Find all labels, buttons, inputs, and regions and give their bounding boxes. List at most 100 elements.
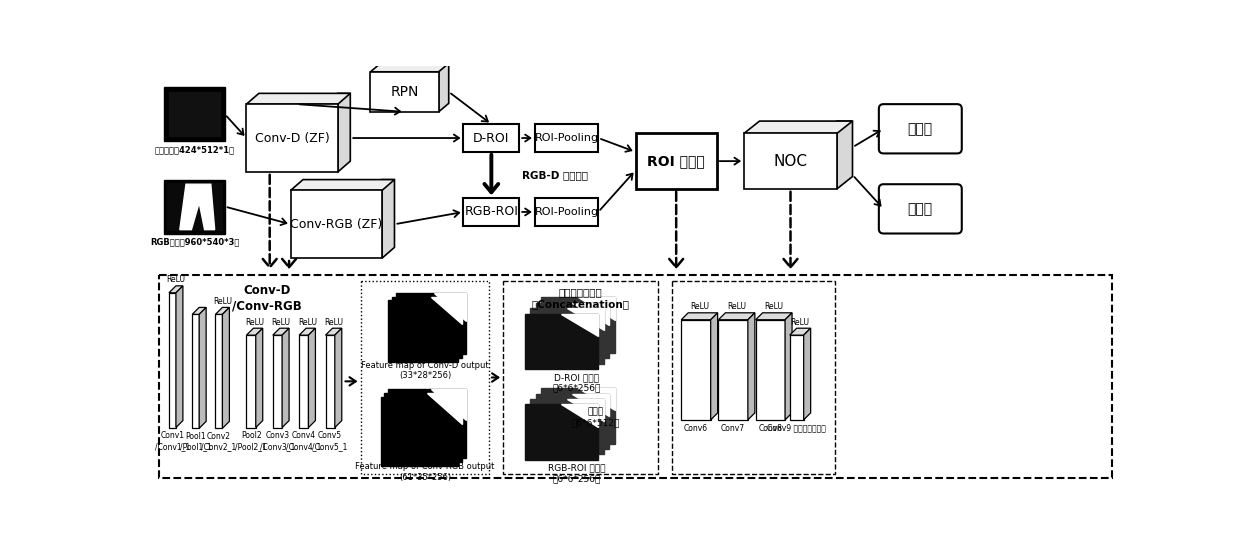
Text: ReLU: ReLU [272,318,290,327]
Text: 深度图像（424*512*1）: 深度图像（424*512*1） [155,145,234,154]
Bar [384,304,454,366]
Bar [388,300,458,362]
FancyBboxPatch shape [672,281,835,474]
Polygon shape [427,300,458,328]
Bar [377,400,454,470]
FancyBboxPatch shape [464,124,520,152]
FancyBboxPatch shape [464,198,520,226]
Polygon shape [273,328,289,335]
Text: 回归器: 回归器 [908,202,932,216]
Polygon shape [283,328,289,428]
Text: ReLU: ReLU [791,318,810,327]
Text: D-ROI 池化层
（6*6*256）: D-ROI 池化层 （6*6*256） [552,373,601,392]
Bar [531,399,604,455]
Text: Pool2
/Pool2_1: Pool2 /Pool2_1 [236,432,267,451]
Bar [167,183,222,230]
Polygon shape [382,179,394,258]
FancyBboxPatch shape [879,104,962,153]
Polygon shape [755,313,792,320]
Polygon shape [744,121,853,133]
Polygon shape [790,335,804,420]
Polygon shape [423,397,458,428]
Text: Conv4
/Conv4_1: Conv4 /Conv4_1 [286,432,321,451]
Polygon shape [371,72,439,112]
Text: ReLU: ReLU [213,297,232,306]
Polygon shape [222,307,229,428]
FancyBboxPatch shape [159,275,1112,479]
Polygon shape [290,179,394,190]
Text: RGB-ROI 池化层
（6*6*256）: RGB-ROI 池化层 （6*6*256） [548,464,605,483]
Polygon shape [748,313,755,420]
Polygon shape [419,400,454,432]
Text: RGB-ROI: RGB-ROI [465,206,518,218]
Polygon shape [785,313,792,420]
Text: ROI 融合层: ROI 融合层 [647,154,706,168]
Polygon shape [681,313,718,320]
Polygon shape [711,313,718,420]
Polygon shape [337,94,351,172]
Bar [525,404,598,460]
Text: Conv1
/Conv1_1: Conv1 /Conv1_1 [155,432,190,451]
Polygon shape [247,104,337,172]
Text: Conv8: Conv8 [759,424,782,433]
Text: Conv-D (ZF): Conv-D (ZF) [254,131,330,144]
Text: 特征图拼接融合
（Concatenation）: 特征图拼接融合 （Concatenation） [532,287,630,309]
FancyBboxPatch shape [361,281,489,474]
Bar [396,293,466,354]
Bar [164,87,224,141]
Text: Pool1
/Pool1_1: Pool1 /Pool1_1 [180,432,212,452]
Bar [525,313,598,369]
Text: RGB-D 映射关系: RGB-D 映射关系 [522,170,588,180]
Polygon shape [216,315,222,428]
Polygon shape [299,328,315,335]
Text: 融合层
（6*6*512）: 融合层 （6*6*512） [572,408,620,427]
Polygon shape [567,308,604,330]
Text: 分类器: 分类器 [908,122,932,136]
Bar [536,394,609,449]
Polygon shape [273,335,283,428]
Text: Conv2
/Conv2_1: Conv2 /Conv2_1 [201,432,237,452]
Polygon shape [837,121,853,189]
Polygon shape [371,63,449,72]
Text: Conv7: Conv7 [722,424,745,433]
Polygon shape [309,328,315,428]
Text: Feature map of Conv-D output
(33*28*256): Feature map of Conv-D output (33*28*256) [361,360,489,380]
Polygon shape [192,307,206,315]
Polygon shape [567,399,604,421]
Polygon shape [439,63,449,112]
FancyBboxPatch shape [503,281,658,474]
Polygon shape [578,388,615,410]
Text: ROI-Pooling: ROI-Pooling [534,207,599,217]
Polygon shape [299,335,309,428]
Polygon shape [804,328,811,420]
Text: RPN: RPN [391,85,419,99]
Text: Conv3
/Conv3_1: Conv3 /Conv3_1 [259,432,295,451]
Bar [164,179,224,234]
Polygon shape [169,293,176,428]
Polygon shape [176,286,184,428]
Polygon shape [744,133,837,189]
Polygon shape [427,393,463,424]
Text: ReLU: ReLU [324,318,343,327]
Polygon shape [434,293,466,321]
Text: ReLU: ReLU [246,318,264,327]
Polygon shape [200,307,206,428]
Polygon shape [430,296,463,324]
Text: ReLU: ReLU [689,302,709,311]
Bar [388,389,466,458]
FancyBboxPatch shape [534,124,598,152]
FancyBboxPatch shape [635,133,717,189]
Text: RGB图像（960*540*3）: RGB图像（960*540*3） [150,237,239,246]
Polygon shape [325,335,335,428]
Bar [531,308,604,364]
Text: ROI-Pooling: ROI-Pooling [534,133,599,143]
Polygon shape [573,303,609,325]
Polygon shape [247,94,351,104]
Bar [536,303,609,358]
Polygon shape [325,328,342,335]
Polygon shape [755,320,785,420]
Polygon shape [247,335,255,428]
Polygon shape [718,313,755,320]
Bar [541,298,615,353]
Polygon shape [573,394,609,416]
